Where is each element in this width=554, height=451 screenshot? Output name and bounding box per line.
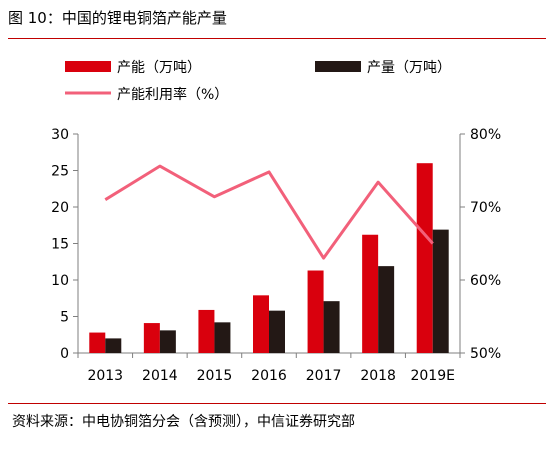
left-axis-tick-label: 30 xyxy=(51,127,69,143)
right-axis-tick-label: 70% xyxy=(470,200,501,216)
x-axis-tick-label: 2018 xyxy=(360,368,396,384)
left-axis-tick-label: 10 xyxy=(51,273,69,289)
bar-capacity xyxy=(198,309,215,353)
left-axis-tick-label: 15 xyxy=(51,237,69,253)
title-rule xyxy=(8,38,546,39)
left-axis-tick-label: 0 xyxy=(60,346,69,362)
x-axis-tick-label: 2019E xyxy=(410,368,454,384)
right-axis-tick-label: 60% xyxy=(470,273,501,289)
bar-capacity xyxy=(89,332,106,353)
x-axis-tick-label: 2013 xyxy=(87,368,123,384)
legend-label-production: 产量（万吨） xyxy=(367,60,451,76)
bar-capacity xyxy=(416,163,433,353)
bar-production xyxy=(323,301,340,353)
utilization-line-layer xyxy=(104,164,434,260)
x-axis-ticks: 2013 2014 2015 2016 2017 2018 2019E xyxy=(77,353,461,384)
source-note: 资料来源：中电协铜箔分会（含预测），中信证券研究部 xyxy=(12,414,355,430)
x-axis-tick-label: 2016 xyxy=(251,368,287,384)
right-axis-ticks: 50% 60% 70% 80% xyxy=(460,127,501,362)
left-axis-tick-label: 5 xyxy=(60,310,69,326)
left-axis-tick-label: 25 xyxy=(51,164,69,180)
bar-production xyxy=(378,266,395,353)
bars xyxy=(89,163,449,353)
bar-capacity xyxy=(253,295,269,353)
bar-production xyxy=(105,338,122,353)
legend-label-capacity: 产能（万吨） xyxy=(117,60,201,76)
bar-capacity xyxy=(143,323,160,353)
source-rule xyxy=(8,403,546,404)
bar-production xyxy=(432,229,449,353)
utilization-line xyxy=(104,164,434,260)
bar-production xyxy=(214,322,231,353)
legend-swatch-capacity xyxy=(65,61,111,72)
legend-swatch-production xyxy=(315,61,361,72)
legend: 产能（万吨） 产量（万吨） 产能利用率（%） xyxy=(65,60,451,103)
bar-capacity xyxy=(362,234,379,353)
bar-production xyxy=(159,330,176,353)
bar-capacity xyxy=(307,270,324,353)
legend-label-utilization: 产能利用率（%） xyxy=(117,86,228,103)
figure-title: 图 10：中国的锂电铜箔产能产量 xyxy=(8,9,227,27)
chart: 产能（万吨） 产量（万吨） 产能利用率（%） 0 5 10 15 20 25 30 50% 6… xyxy=(51,60,501,384)
bar-production xyxy=(269,310,285,353)
x-axis-tick-label: 2014 xyxy=(142,368,178,384)
x-axis-tick-label: 2017 xyxy=(306,368,342,384)
right-axis-tick-label: 50% xyxy=(470,346,501,362)
left-axis-ticks: 0 5 10 15 20 25 30 xyxy=(51,127,78,362)
left-axis-tick-label: 20 xyxy=(51,200,69,216)
right-axis-tick-label: 80% xyxy=(470,127,501,143)
x-axis-tick-label: 2015 xyxy=(197,368,233,384)
